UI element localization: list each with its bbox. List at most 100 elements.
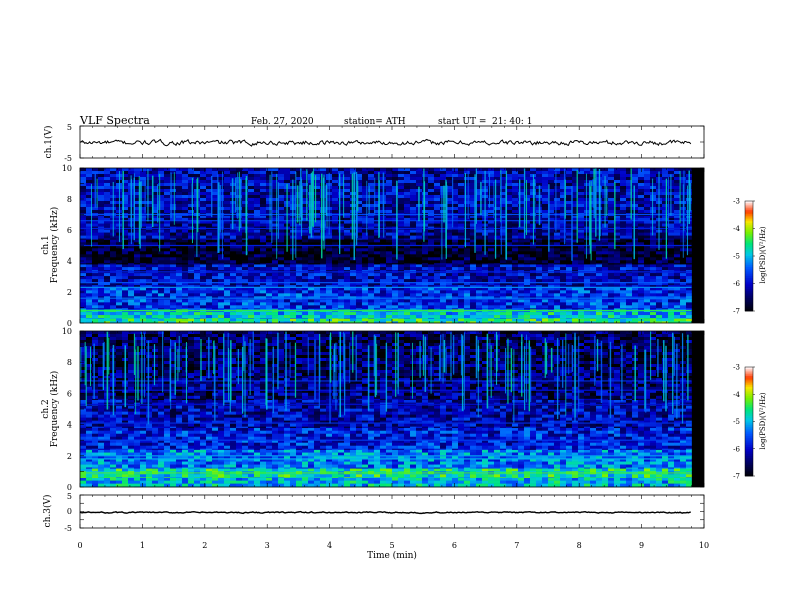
spectrogram-cell (314, 254, 321, 258)
spectrogram-cell (236, 168, 243, 172)
spectrogram-cell (524, 308, 531, 310)
spectrogram-cell (128, 260, 135, 264)
spectrogram-cell (212, 251, 219, 255)
spectrogram-cell (518, 177, 525, 181)
spectrogram-cell (506, 245, 513, 249)
spectrogram-cell (296, 273, 303, 277)
spectrogram-cell (362, 299, 369, 303)
spectrogram-cell (260, 264, 267, 268)
spectrogram-cell (80, 302, 87, 306)
spectrogram-cell (584, 318, 591, 319)
spectrogram-cell (638, 220, 645, 224)
spectrogram-cell (488, 305, 495, 309)
spectrogram-cell (128, 168, 135, 172)
spectrogram-cell (518, 235, 525, 239)
spectrogram-cell (500, 276, 507, 280)
spectrogram-cell (650, 254, 657, 258)
spectrogram-cell (662, 290, 669, 294)
spectrogram-cell (104, 264, 111, 268)
spectrogram-cell (374, 242, 381, 246)
spectrogram-cell (650, 239, 657, 243)
spectrogram-cell (398, 242, 405, 246)
spectrogram-cell (116, 257, 123, 261)
spectrogram-cell (302, 248, 309, 252)
spectrogram-cell (176, 220, 183, 224)
spectrogram-cell (512, 263, 519, 265)
spectrogram-cell (278, 308, 285, 310)
spectrogram-cell (632, 305, 639, 309)
spectrogram-cell (542, 308, 549, 310)
spectrogram-cell (272, 217, 279, 221)
spectrogram-cell (518, 257, 525, 261)
spectrogram-cell (146, 287, 153, 291)
spectrogram-cell (530, 279, 537, 283)
spectrogram-cell (188, 183, 195, 187)
spectrogram-cell (212, 318, 219, 319)
spectrogram-cell (350, 285, 357, 288)
spectrogram-cell (302, 180, 309, 184)
spectrogram-cell (278, 276, 285, 280)
spectrogram-cell (416, 232, 423, 236)
spectrogram-cell (308, 312, 315, 316)
spectrogram-cell (284, 318, 291, 322)
spectrogram-cell (176, 174, 183, 178)
spectrogram-cell (272, 267, 279, 271)
spectrogram-cell (230, 305, 237, 309)
spectrogram-cell (404, 171, 411, 175)
spectrogram-cell (566, 189, 573, 193)
spectrogram-cell (578, 229, 585, 233)
spectrogram-cell (212, 276, 219, 280)
spectrogram-cell (554, 180, 561, 184)
spectrogram-cell (434, 183, 441, 187)
spectrogram-cell (524, 273, 531, 277)
spectrogram-cell (338, 242, 345, 246)
spectrogram-cell (122, 232, 129, 236)
spectrogram-cell (368, 282, 375, 286)
spectrogram-cell (458, 273, 465, 277)
spectrogram-cell (488, 308, 495, 310)
spectrogram-cell (410, 235, 417, 239)
spectrogram-cell (614, 318, 621, 319)
spectrogram-cell (572, 254, 579, 258)
spectrogram-cell (152, 299, 159, 303)
spectrogram-cell (458, 174, 465, 178)
spectrogram-cell (266, 318, 273, 319)
spectrogram-cell (488, 276, 495, 280)
spectrogram-cell (500, 248, 507, 252)
spectrogram-cell (422, 276, 429, 280)
spectrogram-cell (530, 168, 537, 172)
spectrogram-cell (506, 235, 513, 239)
spectrogram-cell (542, 220, 549, 224)
spectrogram-cell (560, 285, 567, 288)
spectrogram-cell (116, 264, 123, 268)
spectrogram-cell (434, 287, 441, 291)
spectrogram-cell (218, 171, 225, 175)
spectrogram-cell (236, 299, 243, 303)
spectrogram-cell (158, 257, 165, 261)
spectrogram-cell (92, 318, 99, 319)
spectrogram-cell (248, 232, 255, 236)
spectrogram-cell (302, 263, 309, 265)
spectrogram-cell (554, 245, 561, 249)
spectrogram-cell (170, 318, 177, 322)
spectrogram-cell (608, 183, 615, 187)
spectrogram-cell (620, 263, 627, 265)
spectrogram-cell (512, 302, 519, 306)
spectrogram-cell (614, 238, 621, 240)
spectrogram-cell (380, 248, 387, 252)
spectrogram-cell (296, 267, 303, 271)
spectrogram-cell (380, 245, 387, 249)
spectrogram-cell (680, 308, 687, 310)
spectrogram-cell (176, 232, 183, 236)
spectrogram-cell (686, 287, 692, 291)
spectrogram-cell (620, 238, 627, 240)
spectrogram-cell (578, 257, 585, 261)
spectrogram-cell (224, 267, 231, 271)
spectrogram-cell (524, 312, 531, 316)
spectrogram-cell (404, 242, 411, 246)
spectrogram-cell (200, 174, 207, 178)
spectrogram-cell (206, 171, 213, 175)
spectrogram-cell (80, 287, 87, 291)
spectrogram-cell (614, 273, 621, 277)
spectrogram-cell (320, 254, 327, 258)
